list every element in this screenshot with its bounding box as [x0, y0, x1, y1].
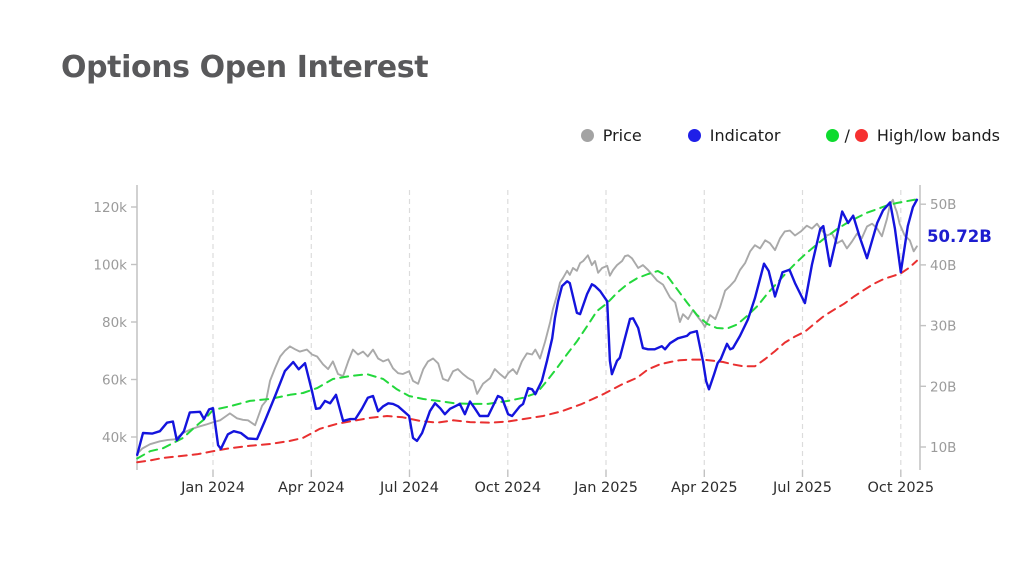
legend: Price Indicator / High/low bands: [580, 126, 1000, 145]
y-left-tick-label: 120k: [93, 200, 127, 216]
x-tick-label: Jan 2025: [573, 480, 638, 496]
series-high-band: [136, 198, 918, 460]
x-tick-label: Oct 2024: [475, 480, 542, 496]
x-tick-label: Oct 2025: [868, 480, 935, 496]
series-price: [136, 198, 918, 455]
x-tick-label: Apr 2024: [278, 480, 345, 496]
y-right-tick-label: 40B: [930, 258, 956, 274]
y-right-tick-label: 20B: [930, 379, 956, 395]
low-band-dot-icon: [854, 129, 868, 142]
legend-item-price[interactable]: Price: [580, 126, 642, 145]
series-low-band: [136, 259, 918, 464]
legend-item-indicator[interactable]: Indicator: [687, 126, 781, 145]
x-tick-label: Jul 2025: [772, 480, 832, 496]
y-right-tick-label: 30B: [930, 319, 956, 335]
y-left-tick-label: 80k: [102, 315, 127, 331]
x-tick-label: Apr 2025: [671, 480, 738, 496]
y-left-tick-label: 100k: [93, 258, 127, 274]
y-left-tick-label: 60k: [102, 373, 127, 389]
y-right-tick-label: 50B: [930, 197, 956, 213]
legend-label-indicator: Indicator: [709, 126, 781, 145]
indicator-dot-icon: [687, 129, 701, 142]
x-tick-label: Jul 2024: [379, 480, 439, 496]
last-value-label: 50.72B: [927, 227, 992, 246]
page-title: Options Open Interest: [61, 50, 429, 85]
legend-label-price: Price: [602, 126, 642, 145]
x-tick-label: Jan 2024: [180, 480, 245, 496]
legend-item-bands[interactable]: / High/low bands: [826, 126, 1000, 145]
series-indicator: [135, 198, 919, 457]
legend-label-bands: High/low bands: [876, 126, 1000, 145]
y-right-tick-label: 10B: [930, 440, 956, 456]
price-dot-icon: [580, 129, 594, 142]
high-band-dot-icon: [826, 129, 840, 142]
legend-separator: /: [844, 126, 850, 145]
y-left-tick-label: 40k: [102, 430, 127, 446]
